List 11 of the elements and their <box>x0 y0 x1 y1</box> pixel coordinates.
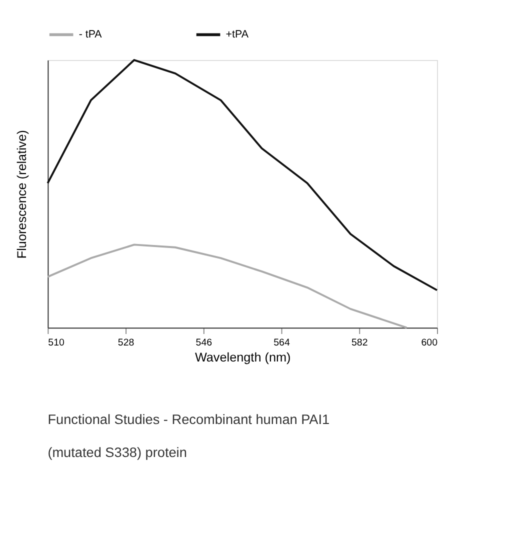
y-axis-title: Fluorescence (relative) <box>14 130 29 259</box>
x-tick-label: 510 <box>48 338 65 349</box>
x-tick-label: 546 <box>196 338 212 349</box>
legend-label: +tPA <box>226 28 250 41</box>
x-tick-label: 528 <box>118 338 134 349</box>
x-tick-label: 582 <box>352 338 368 349</box>
legend-label: - tPA <box>78 28 103 41</box>
x-tick-label: 564 <box>274 338 290 349</box>
x-axis-title: Wavelength (nm) <box>194 350 291 364</box>
text: Functional Studies - Recombinant human PAI1 (mutated S338) protein <box>48 412 330 460</box>
x-tick-label: 600 <box>421 338 438 349</box>
